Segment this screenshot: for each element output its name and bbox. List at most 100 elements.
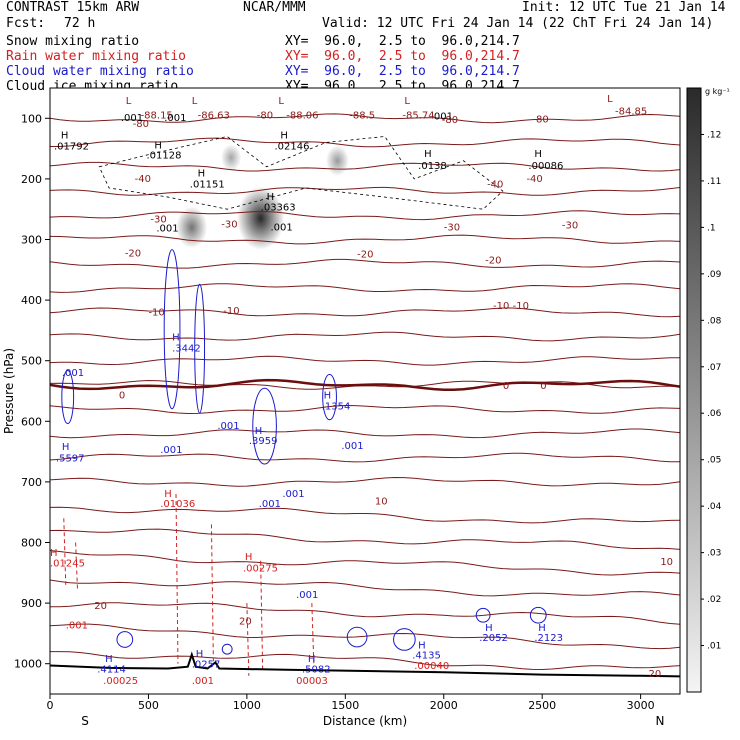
isotherm-label: 0 bbox=[119, 390, 125, 401]
contour-value-label: H bbox=[105, 654, 113, 665]
field-rain-xy: XY= 96.0, 2.5 to 96.0,214.7 bbox=[285, 49, 520, 64]
colorbar-unit: g kg⁻¹ bbox=[705, 87, 730, 96]
x-end-left: S bbox=[81, 714, 89, 728]
isotherm-label: 20 bbox=[239, 616, 252, 627]
contour-value-label: .001 bbox=[164, 113, 186, 124]
colorbar bbox=[686, 87, 702, 693]
contour-value-label: .01792 bbox=[54, 142, 89, 153]
isotherm-label: -40 bbox=[526, 174, 542, 185]
freezing-level-line bbox=[50, 378, 680, 392]
contour-value-label: H bbox=[324, 391, 332, 402]
contour-value-label: .001 bbox=[259, 499, 281, 510]
isotherm-label: -10 bbox=[493, 301, 509, 312]
isotherm-lines bbox=[50, 113, 680, 671]
cloud-water-contour bbox=[116, 631, 134, 648]
isotherm-label: -80 bbox=[532, 115, 548, 126]
isotherm-label: 10 bbox=[375, 496, 388, 507]
contour-value-label: .001 bbox=[156, 223, 178, 234]
contour-value-label: H bbox=[267, 192, 275, 203]
contour-value-label: .4114 bbox=[97, 664, 126, 675]
y-tick-label: 300 bbox=[21, 234, 42, 247]
x-axis-label: Distance (km) bbox=[323, 714, 407, 728]
colorbar-tick-label: .11 bbox=[707, 177, 721, 187]
y-axis-label: Pressure (hPa) bbox=[2, 348, 16, 434]
contour-value-label: H bbox=[62, 442, 70, 453]
contour-value-label: .0257 bbox=[192, 660, 221, 671]
isotherm-line bbox=[50, 137, 680, 148]
axes: 0 500 1000 1500 2000 2500 30001002003004005006… bbox=[14, 112, 655, 712]
contour-value-label: .00040 bbox=[414, 661, 449, 672]
y-tick-label: 500 bbox=[21, 355, 42, 368]
isotherm-label: -10 bbox=[223, 306, 239, 317]
y-tick-label: 900 bbox=[21, 597, 42, 610]
contour-value-label: .01245 bbox=[50, 559, 85, 570]
isotherm-label: -30 bbox=[221, 219, 237, 230]
terrain-line bbox=[50, 651, 680, 678]
isotherm-line bbox=[50, 355, 680, 366]
contour-value-label: .3442 bbox=[172, 344, 201, 355]
contour-value-label: .001 bbox=[66, 620, 88, 631]
isotherm-label: 20 bbox=[649, 669, 662, 680]
contour-value-label: .1354 bbox=[322, 402, 351, 413]
contour-labels: -80 -80 -80 -80 -40 -40 -40 -30 -30 -30 -30 -20 -20 -… bbox=[50, 94, 673, 687]
isotherm-line bbox=[50, 210, 680, 221]
contour-value-label: H bbox=[154, 141, 162, 152]
rain-water-contour bbox=[210, 524, 214, 664]
y-tick-label: 800 bbox=[21, 537, 42, 550]
contour-value-label: H bbox=[196, 649, 204, 660]
cloud-water-contour bbox=[346, 626, 368, 648]
y-tick-label: 1000 bbox=[14, 658, 42, 671]
x-tick-label: 0 bbox=[47, 699, 54, 712]
colorbar-tick-label: .05 bbox=[707, 456, 721, 466]
contour-value-label: -85.74 bbox=[402, 110, 434, 121]
snow-blob bbox=[176, 206, 208, 249]
isotherm-line bbox=[50, 234, 680, 245]
cloud-water-contour bbox=[529, 606, 547, 624]
cloud-ice-contour bbox=[98, 136, 504, 210]
isotherm-line bbox=[50, 283, 680, 293]
contour-value-label: H bbox=[308, 654, 316, 665]
isotherm-label: -30 bbox=[150, 215, 166, 226]
isotherm-line bbox=[50, 623, 680, 650]
colorbar-ticks: .01 .02 .03 .04 .05 .06 .07 .08 .09 .1 .11 .12 bbox=[701, 130, 722, 652]
contour-value-label: .001 bbox=[341, 441, 363, 452]
contour-value-label: .01128 bbox=[146, 151, 181, 162]
contour-value-label: H bbox=[164, 489, 172, 500]
isotherm-line bbox=[50, 307, 680, 318]
contour-value-label: .001 bbox=[192, 676, 214, 687]
contour-value-label: .001 bbox=[271, 222, 293, 233]
colorbar-tick-label: .12 bbox=[707, 130, 721, 140]
contour-value-label: .001 bbox=[296, 590, 318, 601]
isotherm-line bbox=[50, 186, 680, 196]
contour-value-label: .02146 bbox=[274, 142, 309, 153]
contour-value-label: L bbox=[278, 96, 284, 107]
isotherm-line bbox=[50, 331, 680, 342]
isotherm-line bbox=[50, 428, 680, 439]
valid-time: Valid: 12 UTC Fri 24 Jan 14 (22 ChT Fri … bbox=[322, 16, 714, 31]
isotherm-line bbox=[50, 476, 680, 487]
x-tick-label: 1000 bbox=[233, 699, 261, 712]
contour-value-label: .0138 bbox=[418, 161, 447, 172]
x-tick-label: 2000 bbox=[430, 699, 458, 712]
contour-value-label: H bbox=[424, 149, 432, 160]
contour-value-label: .2123 bbox=[534, 633, 563, 644]
isotherm-label: -30 bbox=[444, 222, 460, 233]
fcst-value: 72 h bbox=[64, 16, 96, 31]
isotherm-label: -10 bbox=[148, 307, 164, 318]
contour-value-label: -84.85 bbox=[615, 106, 647, 117]
contour-value-label: 00003 bbox=[296, 676, 328, 687]
y-tick-label: 600 bbox=[21, 415, 42, 428]
isotherm-line bbox=[50, 602, 680, 625]
contour-value-label: -88.06 bbox=[286, 110, 318, 121]
y-tick-label: 700 bbox=[21, 476, 42, 489]
cloud-water-contour bbox=[194, 283, 206, 414]
x-tick-label: 1500 bbox=[331, 699, 359, 712]
colorbar-tick-label: .03 bbox=[707, 549, 721, 559]
colorbar-tick-label: .01 bbox=[707, 642, 721, 652]
x-tick-label: 2500 bbox=[528, 699, 556, 712]
isotherm-label: -80 bbox=[442, 115, 458, 126]
snow-blob bbox=[325, 145, 349, 177]
contour-value-label: .5597 bbox=[56, 454, 85, 465]
contour-value-label: H bbox=[50, 548, 58, 559]
contour-value-label: -88.5 bbox=[349, 110, 375, 121]
